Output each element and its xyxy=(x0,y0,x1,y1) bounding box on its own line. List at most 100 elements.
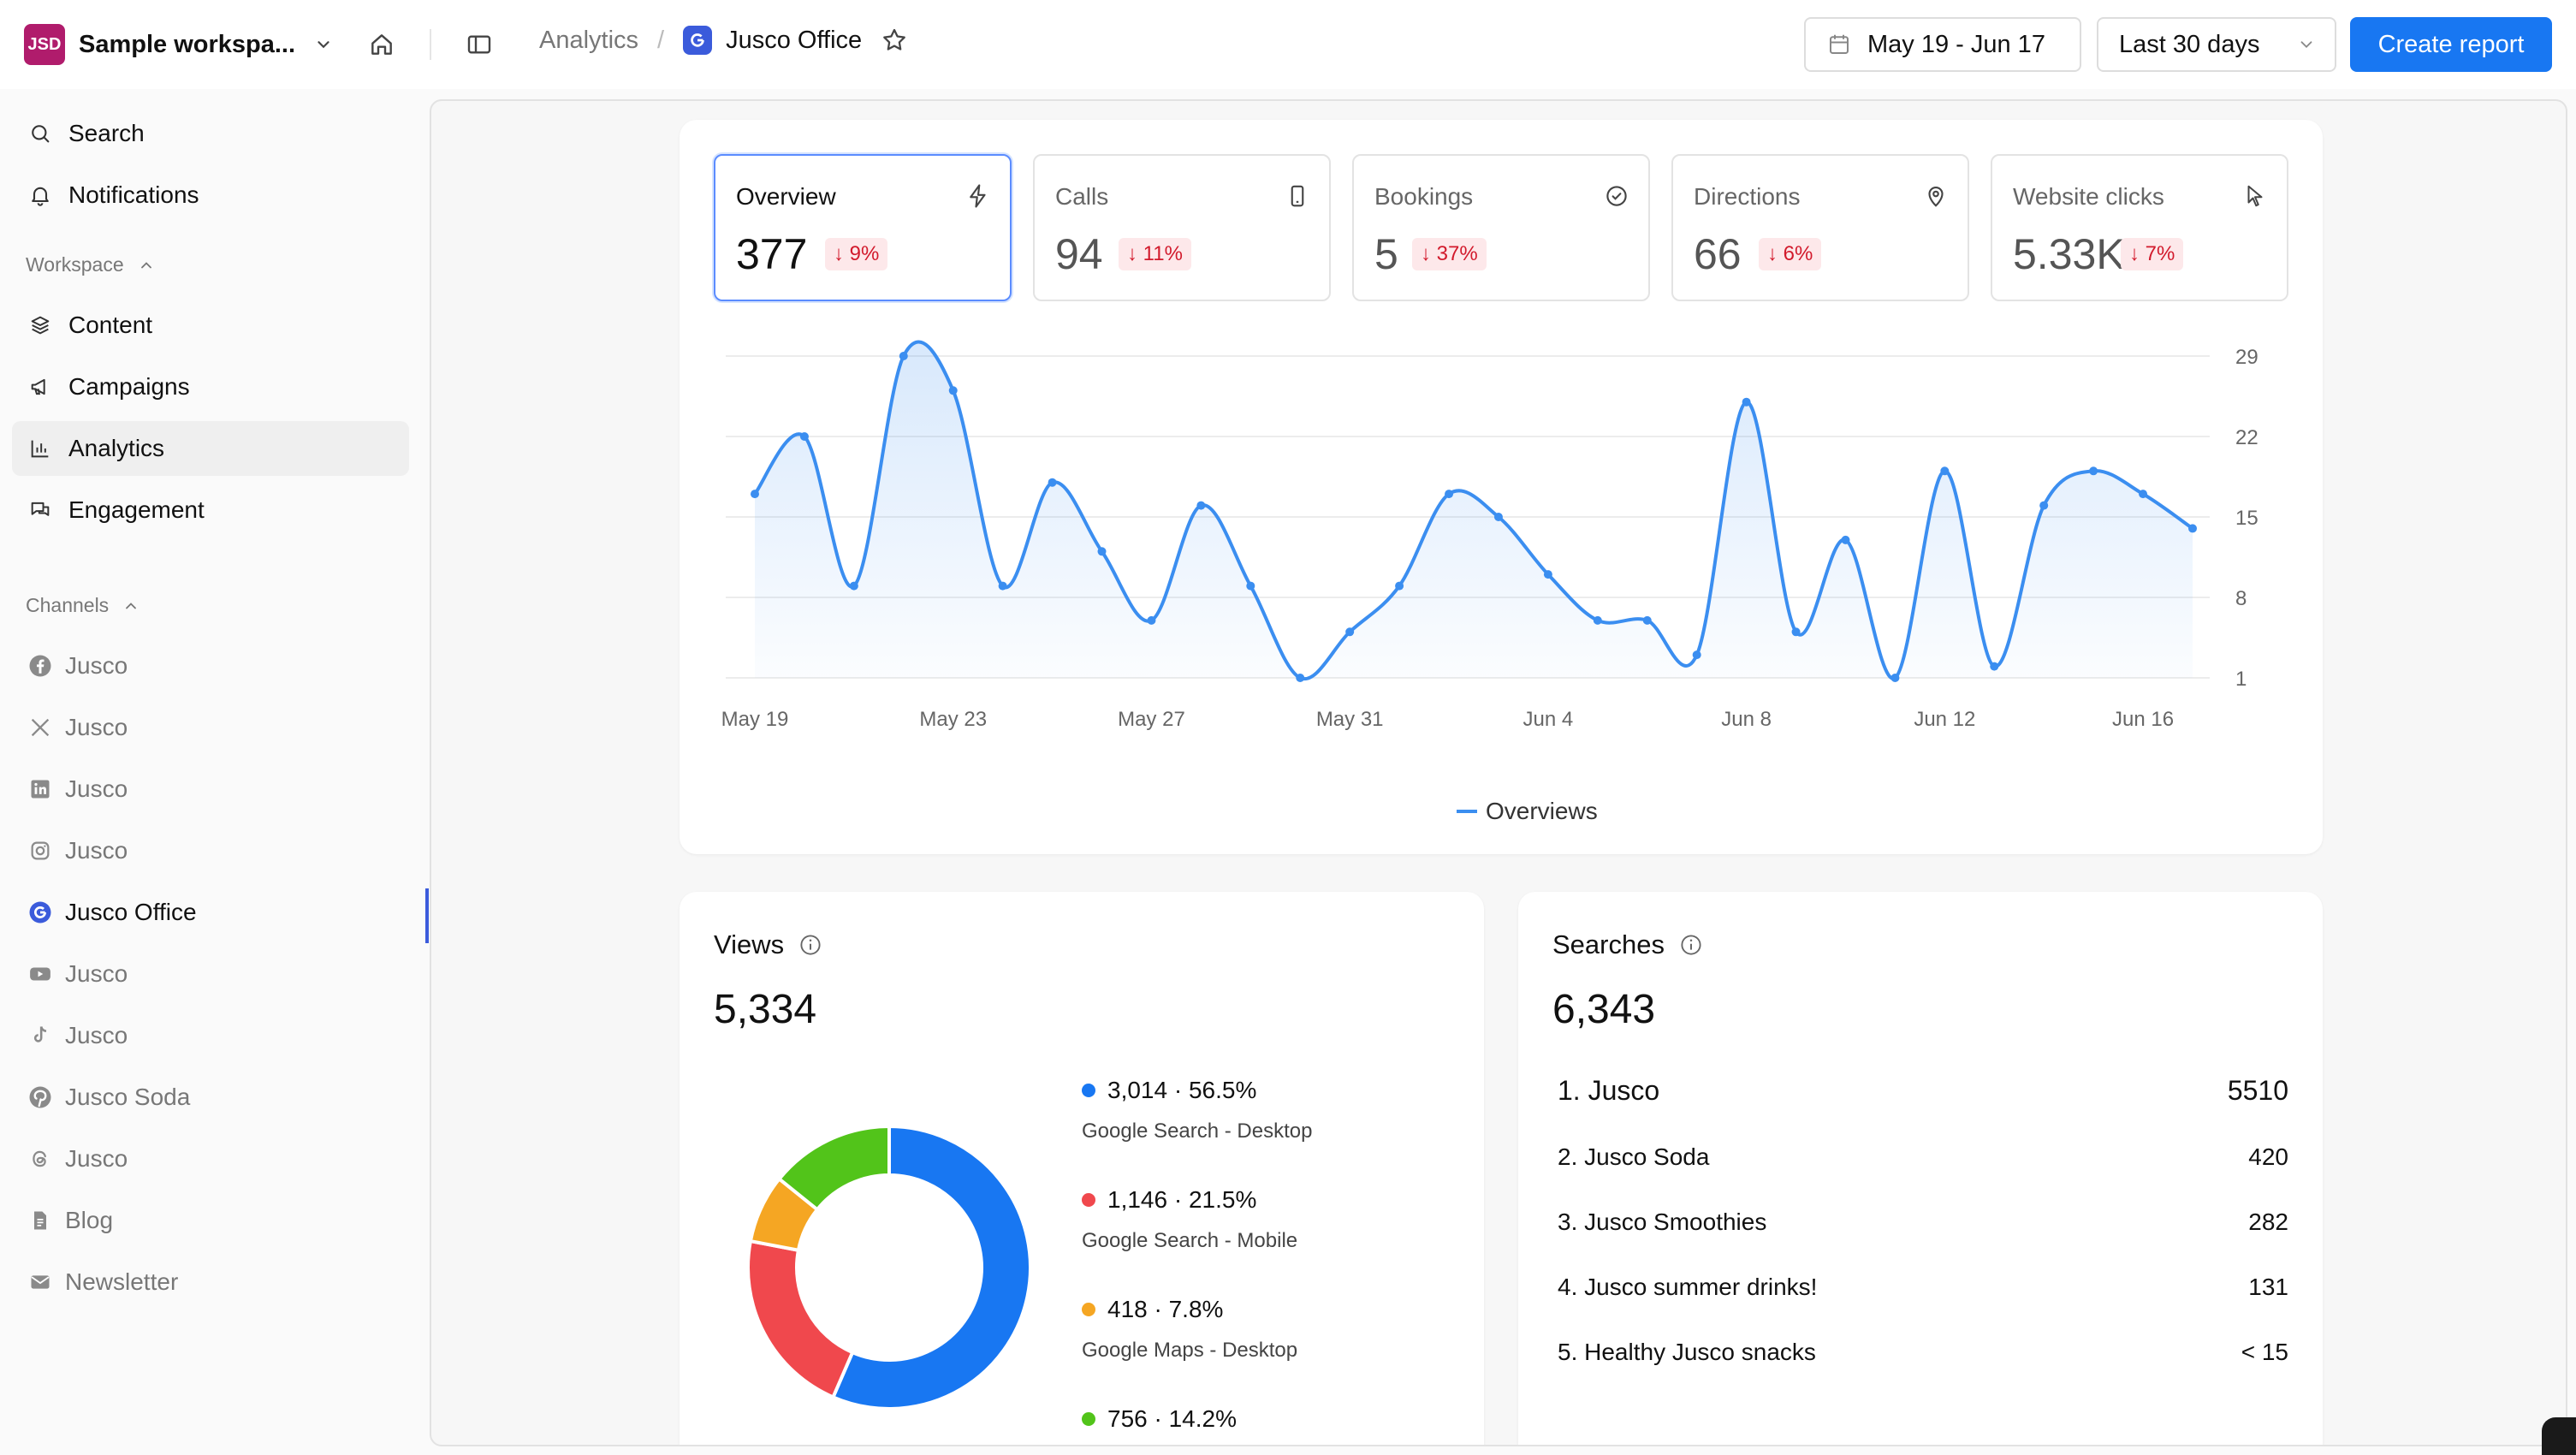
data-point xyxy=(2139,490,2148,499)
data-point xyxy=(1593,615,1602,625)
sidebar-item-search[interactable]: Search xyxy=(12,106,409,161)
metric-tab-website-clicks[interactable]: Website clicks 5.33K ↓ 7% xyxy=(1991,154,2288,301)
searches-title: Searches xyxy=(1552,929,1704,960)
workspace-section-header[interactable]: Workspace xyxy=(26,253,155,276)
date-range-picker[interactable]: May 19 - Jun 17 xyxy=(1804,17,2081,72)
legend-dot xyxy=(1082,1084,1095,1097)
metric-value: 5.33K xyxy=(2013,230,2125,278)
y-tick-label: 1 xyxy=(2235,668,2247,691)
floating-widget[interactable] xyxy=(2542,1417,2576,1455)
phone-icon xyxy=(1283,181,1312,211)
data-point xyxy=(799,432,809,441)
instagram-icon xyxy=(26,836,55,865)
data-point xyxy=(1345,627,1355,637)
search-term: 4. Jusco summer drinks! xyxy=(1558,1274,1818,1300)
x-tick-label: Jun 4 xyxy=(1523,708,1574,731)
channel-pinterest-jusco-soda[interactable]: Jusco Soda xyxy=(12,1070,409,1125)
search-term-row: 3. Jusco Smoothies 282 xyxy=(1558,1209,2288,1236)
data-point xyxy=(1296,674,1305,682)
search-term: 3. Jusco Smoothies xyxy=(1558,1209,1767,1235)
channel-linkedin-jusco[interactable]: Jusco xyxy=(12,762,409,817)
overviews-line-chart[interactable]: 29 22 15 8 1 May 19 May 23 May 27 May 31 Jun 4 Jun… xyxy=(680,120,2323,854)
breadcrumb: Analytics / Jusco Office xyxy=(539,26,908,55)
channel-instagram-jusco[interactable]: Jusco xyxy=(12,823,409,878)
breadcrumb-analytics[interactable]: Analytics xyxy=(539,26,639,54)
search-term-row: 1. Jusco 5510 xyxy=(1558,1075,2288,1107)
search-term-row: 5. Healthy Jusco snacks < 15 xyxy=(1558,1339,2288,1366)
create-report-button[interactable]: Create report xyxy=(2350,17,2552,72)
threads-icon xyxy=(26,1144,55,1173)
metric-tab-calls[interactable]: Calls 94 ↓ 11% xyxy=(1033,154,1331,301)
info-icon[interactable] xyxy=(798,932,823,958)
metric-tab-directions[interactable]: Directions 66 ↓ 6% xyxy=(1671,154,1969,301)
x-tick-label: May 27 xyxy=(1118,708,1185,731)
legend-value: 1,146 · 21.5% xyxy=(1107,1186,1257,1213)
legend-label: Google Maps - Desktop xyxy=(1082,1339,1298,1362)
metric-label: Bookings xyxy=(1374,183,1474,210)
legend-dot xyxy=(1082,1303,1095,1316)
channel-label: Newsletter xyxy=(65,1268,179,1295)
channel-youtube-jusco[interactable]: Jusco xyxy=(12,947,409,1001)
workspace-switcher[interactable]: JSD Sample workspa... xyxy=(24,24,333,65)
y-tick-label: 15 xyxy=(2235,507,2258,530)
views-legend-item: 1,146 · 21.5% Google Search - Mobile xyxy=(1082,1186,1297,1253)
donut-segment[interactable] xyxy=(776,1126,891,1213)
search-count: 282 xyxy=(2248,1209,2288,1235)
channels-section-header[interactable]: Channels xyxy=(26,594,139,617)
sidebar-item-campaigns[interactable]: Campaigns xyxy=(12,359,409,414)
views-legend-item: 756 · 14.2% xyxy=(1082,1405,1237,1433)
breadcrumb-current: Jusco Office xyxy=(726,26,863,54)
channel-blog[interactable]: Blog xyxy=(12,1193,409,1248)
star-icon[interactable] xyxy=(881,27,908,54)
data-point xyxy=(1791,627,1801,637)
range-select[interactable]: Last 30 days xyxy=(2097,17,2336,72)
searches-card: Searches 6,343 1. Jusco 5510 2. Jusco So… xyxy=(1518,892,2323,1445)
donut-segment[interactable] xyxy=(748,1238,855,1400)
data-point xyxy=(1841,535,1850,544)
channel-newsletter[interactable]: Newsletter xyxy=(12,1255,409,1310)
breadcrumb-separator: / xyxy=(657,26,665,54)
data-point xyxy=(1246,581,1255,591)
data-point xyxy=(1692,650,1701,660)
search-term: 1. Jusco xyxy=(1558,1075,1660,1106)
search-count: 5510 xyxy=(2227,1075,2288,1106)
channel-google-jusco-office[interactable]: Jusco Office xyxy=(12,885,409,940)
channel-x-jusco[interactable]: Jusco xyxy=(12,700,409,755)
channel-facebook-jusco[interactable]: Jusco xyxy=(12,638,409,693)
legend-value: 3,014 · 56.5% xyxy=(1107,1077,1257,1103)
linkedin-icon xyxy=(26,775,55,804)
sidebar-item-engagement[interactable]: Engagement xyxy=(12,483,409,537)
data-point xyxy=(1543,570,1552,579)
info-icon[interactable] xyxy=(1678,932,1704,958)
search-term-row: 4. Jusco summer drinks! 131 xyxy=(1558,1274,2288,1301)
section-header-label: Channels xyxy=(26,594,110,616)
metric-label: Website clicks xyxy=(2013,183,2164,210)
check-circle-icon xyxy=(1602,181,1631,211)
channel-tiktok-jusco[interactable]: Jusco xyxy=(12,1008,409,1063)
donut-segment[interactable] xyxy=(830,1126,1030,1409)
searches-total: 6,343 xyxy=(1552,987,1656,1032)
data-point xyxy=(1890,674,1900,682)
sidebar-item-notifications[interactable]: Notifications xyxy=(12,168,409,223)
data-point xyxy=(948,386,958,395)
sidebar-toggle-icon[interactable] xyxy=(462,27,496,62)
facebook-icon xyxy=(26,651,55,680)
data-point xyxy=(1445,490,1454,499)
divider xyxy=(430,29,431,60)
chat-icon xyxy=(26,496,55,525)
metric-tab-bookings[interactable]: Bookings 5 ↓ 37% xyxy=(1352,154,1650,301)
megaphone-icon xyxy=(26,372,55,401)
home-icon[interactable] xyxy=(365,27,399,62)
sidebar-item-analytics[interactable]: Analytics xyxy=(12,421,409,476)
sidebar-item-content[interactable]: Content xyxy=(12,298,409,353)
chevron-up-icon xyxy=(126,602,137,609)
data-point xyxy=(2089,466,2098,476)
sidebar-item-label: Search xyxy=(68,120,145,146)
search-term: 2. Jusco Soda xyxy=(1558,1143,1710,1170)
metric-tab-overview[interactable]: Overview 377 ↓ 9% xyxy=(714,154,1012,301)
channel-label: Jusco Soda xyxy=(65,1084,191,1110)
views-donut-chart[interactable] xyxy=(748,1126,1030,1409)
channel-threads-jusco[interactable]: Jusco xyxy=(12,1131,409,1186)
range-select-value: Last 30 days xyxy=(2119,30,2260,58)
search-icon xyxy=(26,119,55,148)
